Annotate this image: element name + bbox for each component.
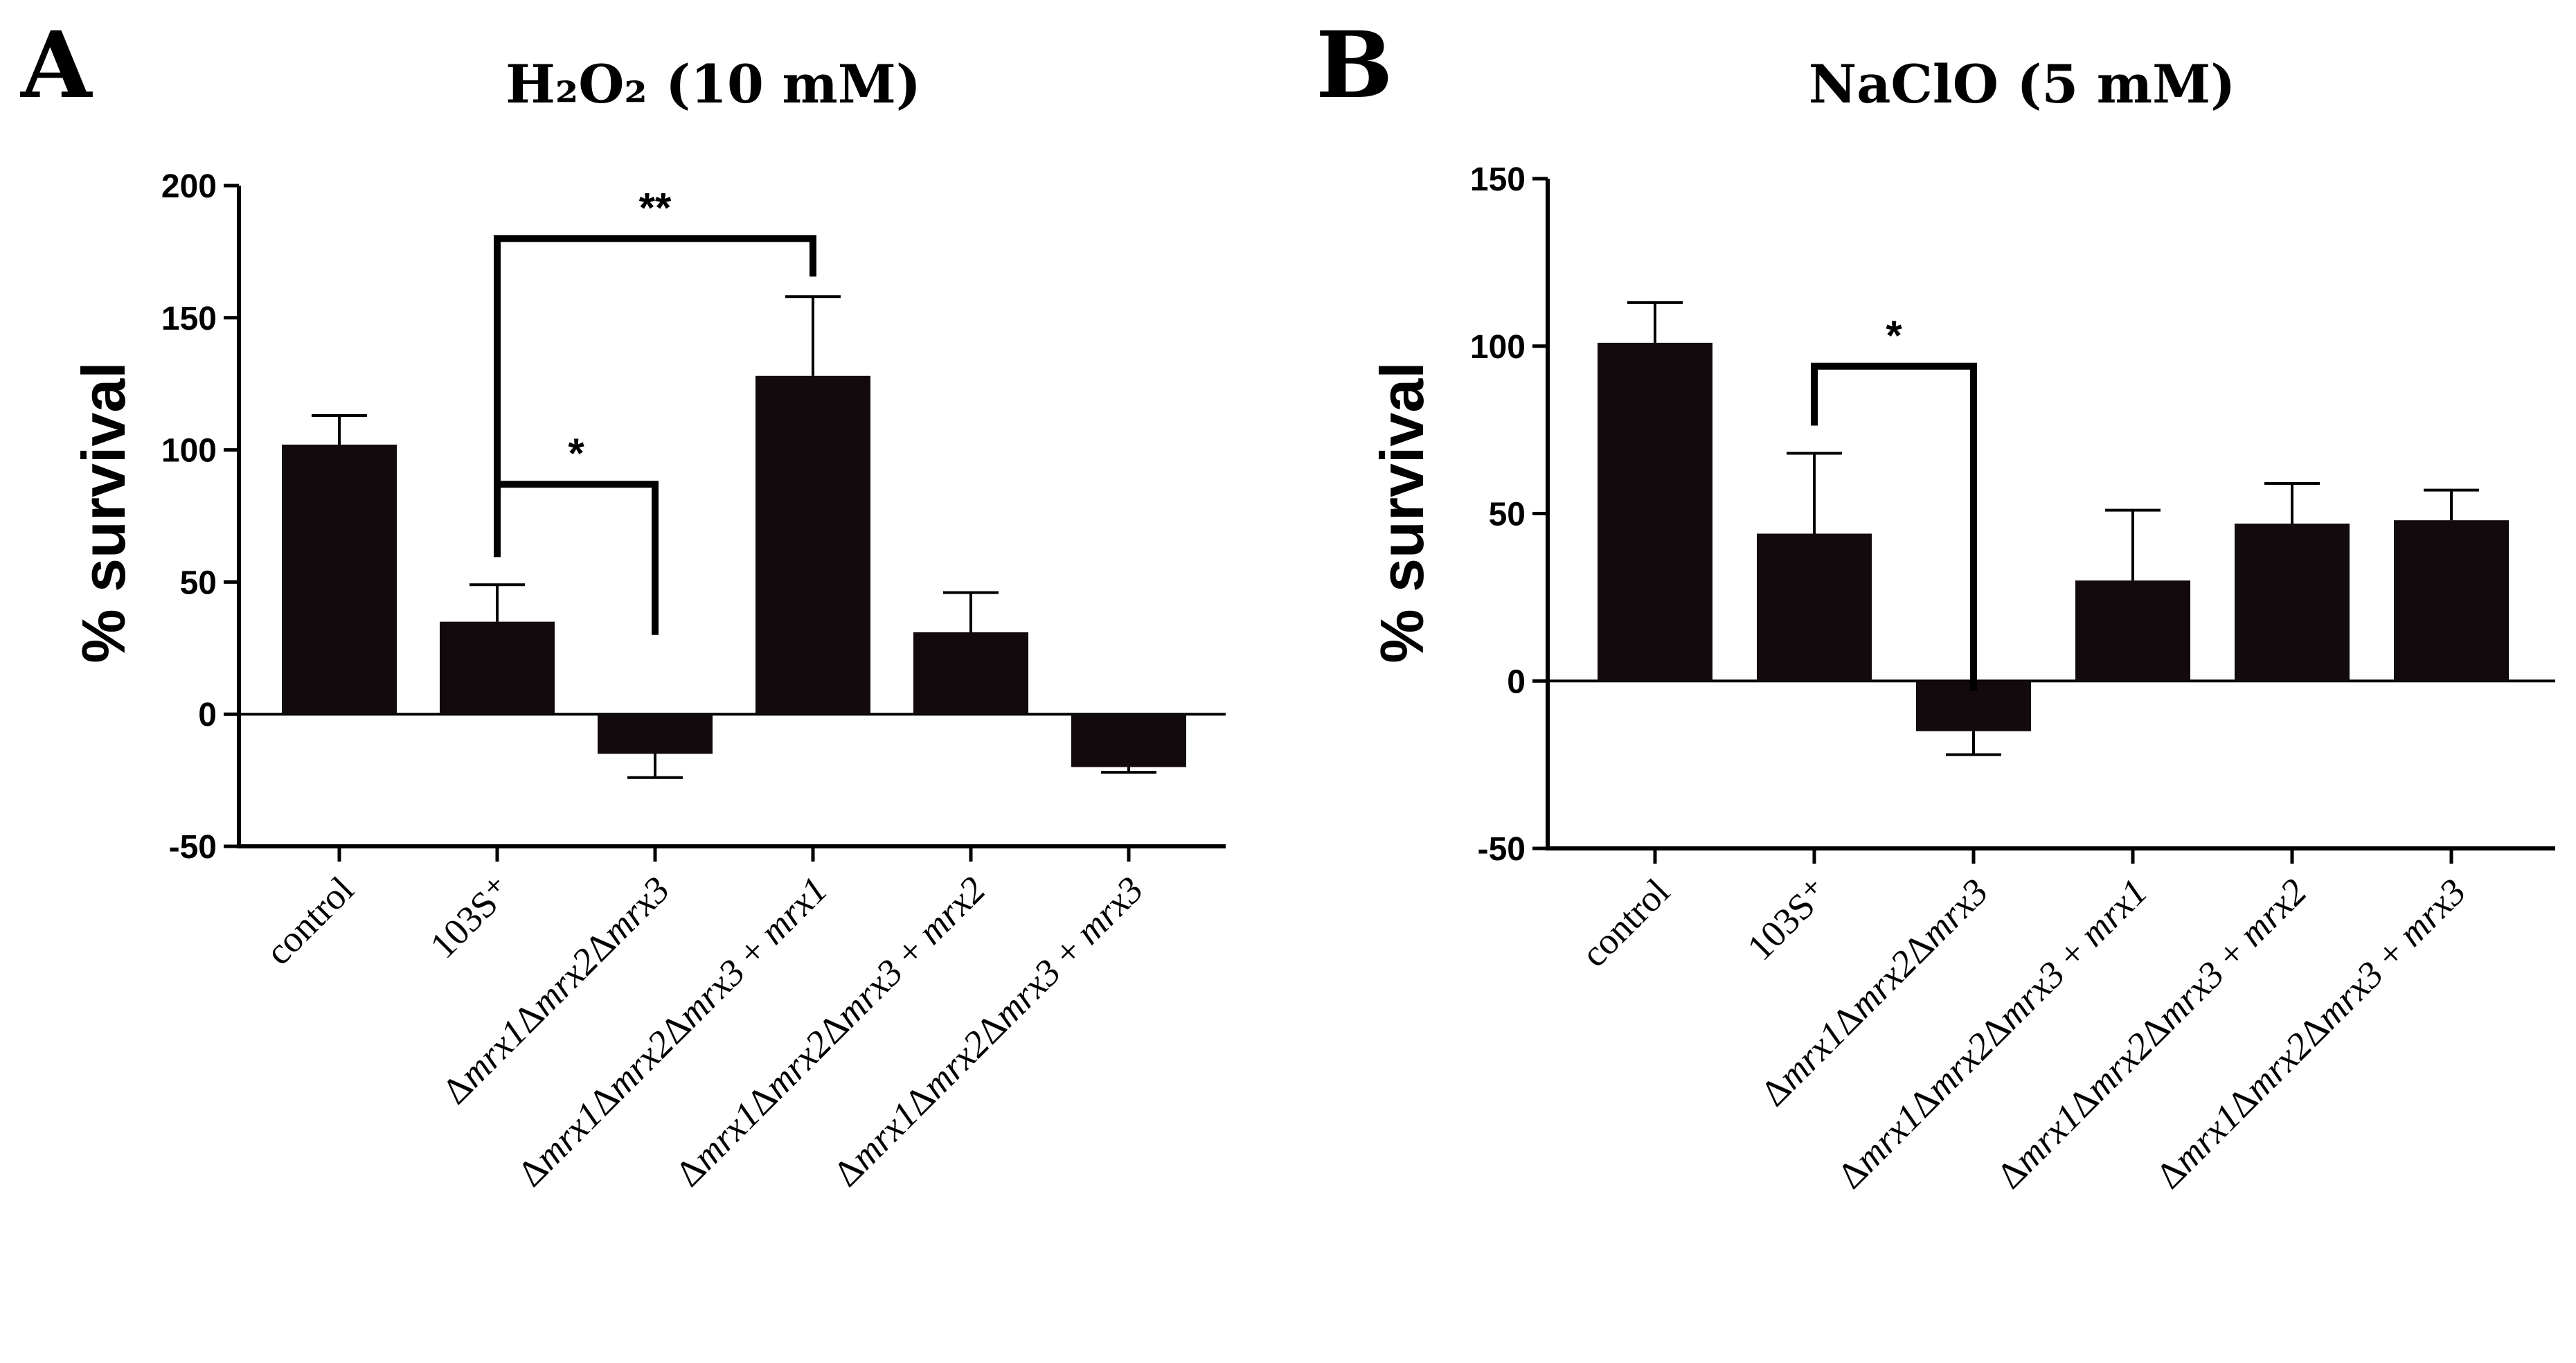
panel-b: B NaClO (5 mM) % survival -50 0 50 100 150 co…	[1316, 12, 2555, 1197]
panel-b-y-tick-label: 100	[1470, 329, 1526, 366]
x-tick-label-part: 103S⁺	[1739, 871, 1836, 968]
panel-a-title: H₂O₂ (10 mM)	[506, 53, 921, 115]
panel-b-x-tick-label: 103S⁺	[1739, 871, 1836, 968]
panel-a-letter: A	[19, 12, 93, 119]
panel-a-bar	[282, 444, 397, 715]
panel-b-x-tick-label: Δmrx1Δmrx2Δmrx3 + mrx2	[1989, 871, 2315, 1197]
panel-a-x-tick-label: 103S⁺	[422, 868, 519, 966]
panel-a-significance-label: *	[568, 430, 584, 476]
panel-a-x-tick-label: Δmrx1Δmrx2Δmrx3 + mrx1	[510, 868, 836, 1195]
panel-a-y-axis-label: % survival	[69, 362, 138, 663]
panel-a-x-tick-label: Δmrx1Δmrx2Δmrx3 + mrx3	[825, 868, 1152, 1195]
panel-b-bar	[1757, 533, 1872, 682]
panel-b-bar	[2075, 580, 2190, 682]
panel-b-letter: B	[1316, 12, 1393, 119]
panel-a-y-tick-label: 50	[180, 564, 217, 601]
panel-b-bar	[1598, 342, 1712, 682]
panel-a-y-tick-label: -50	[169, 829, 217, 866]
panel-b-x-tick-label: Δmrx1Δmrx2Δmrx3 + mrx1	[1830, 871, 2156, 1197]
panel-a-significance-bracket	[494, 235, 816, 558]
panel-b-x-tick-label: control	[1573, 871, 1678, 975]
panel-b-y-axis-label: % survival	[1368, 362, 1436, 663]
panel-b-y-tick-label: -50	[1478, 831, 1526, 868]
panel-a-y-tick-label: 150	[161, 301, 217, 337]
panel-b-y-tick-label: 50	[1489, 497, 1526, 533]
panel-b-y-tick-label: 150	[1470, 161, 1526, 198]
panel-a-bar	[755, 375, 870, 715]
panel-b-significance-label: *	[1886, 312, 1902, 359]
panel-a-bar	[1071, 714, 1186, 767]
panel-b-bar	[2394, 520, 2509, 682]
panel-a-x-tick-label: Δmrx1Δmrx2Δmrx3	[434, 868, 678, 1112]
panel-b-bar	[2235, 524, 2350, 682]
panel-a-bar	[440, 621, 555, 715]
panel-a-bar	[598, 714, 713, 754]
panel-a-y-tick-label: 0	[198, 697, 217, 733]
panel-b-x-tick-label: Δmrx1Δmrx2Δmrx3 + mrx3	[2148, 871, 2474, 1197]
panel-a: A H₂O₂ (10 mM) % survival -50 0 50 100 150 20…	[19, 12, 1226, 1195]
x-tick-label-part: 103S⁺	[422, 868, 519, 966]
panel-a-x-tick-label: control	[258, 868, 362, 973]
panel-a-y-tick-label: 200	[161, 168, 217, 205]
panel-a-significance-bracket	[494, 481, 659, 635]
panel-a-x-tick-label: Δmrx1Δmrx2Δmrx3 + mrx2	[668, 868, 994, 1195]
panel-b-y-tick-label: 0	[1507, 663, 1526, 700]
panel-a-y-tick-label: 100	[161, 433, 217, 470]
panel-a-significance-label: **	[639, 184, 672, 231]
panel-b-title: NaClO (5 mM)	[1809, 53, 2236, 115]
x-tick-label-part: control	[1573, 871, 1678, 975]
x-tick-label-part: control	[258, 868, 362, 973]
panel-a-bar	[913, 632, 1028, 715]
panel-b-significance-bracket	[1811, 362, 1977, 691]
